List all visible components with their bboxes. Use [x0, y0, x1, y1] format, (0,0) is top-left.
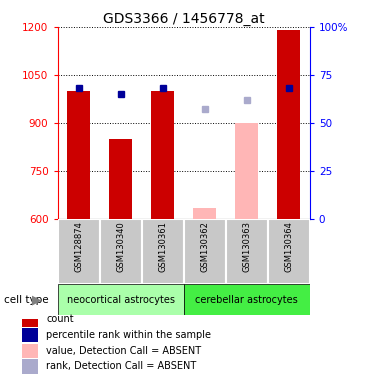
Text: count: count	[46, 314, 74, 324]
Text: cerebellar astrocytes: cerebellar astrocytes	[196, 295, 298, 305]
Text: ▶: ▶	[32, 293, 42, 306]
Bar	[58, 284, 184, 315]
Bar	[235, 123, 258, 219]
Text: GSM130361: GSM130361	[158, 222, 167, 272]
Bar	[99, 219, 142, 284]
Bar	[184, 219, 226, 284]
Bar	[193, 208, 216, 219]
Bar	[58, 219, 99, 284]
Bar	[184, 284, 310, 315]
Bar	[22, 359, 37, 374]
Text: GSM128874: GSM128874	[74, 222, 83, 272]
Bar	[151, 91, 174, 219]
Title: GDS3366 / 1456778_at: GDS3366 / 1456778_at	[103, 12, 265, 26]
Bar	[142, 219, 184, 284]
Bar	[268, 219, 310, 284]
Text: GSM130362: GSM130362	[200, 222, 209, 272]
Bar	[109, 139, 132, 219]
Text: GSM130363: GSM130363	[242, 222, 251, 273]
Bar	[22, 328, 37, 342]
Text: cell type: cell type	[4, 295, 48, 305]
Text: percentile rank within the sample: percentile rank within the sample	[46, 330, 211, 340]
Text: rank, Detection Call = ABSENT: rank, Detection Call = ABSENT	[46, 361, 197, 371]
Bar	[22, 344, 37, 358]
Bar	[226, 219, 268, 284]
Text: GSM130340: GSM130340	[116, 222, 125, 272]
Bar	[277, 30, 301, 219]
Text: value, Detection Call = ABSENT: value, Detection Call = ABSENT	[46, 346, 201, 356]
Text: GSM130364: GSM130364	[284, 222, 293, 272]
Bar	[22, 312, 37, 326]
Text: neocortical astrocytes: neocortical astrocytes	[66, 295, 175, 305]
Bar	[67, 91, 90, 219]
